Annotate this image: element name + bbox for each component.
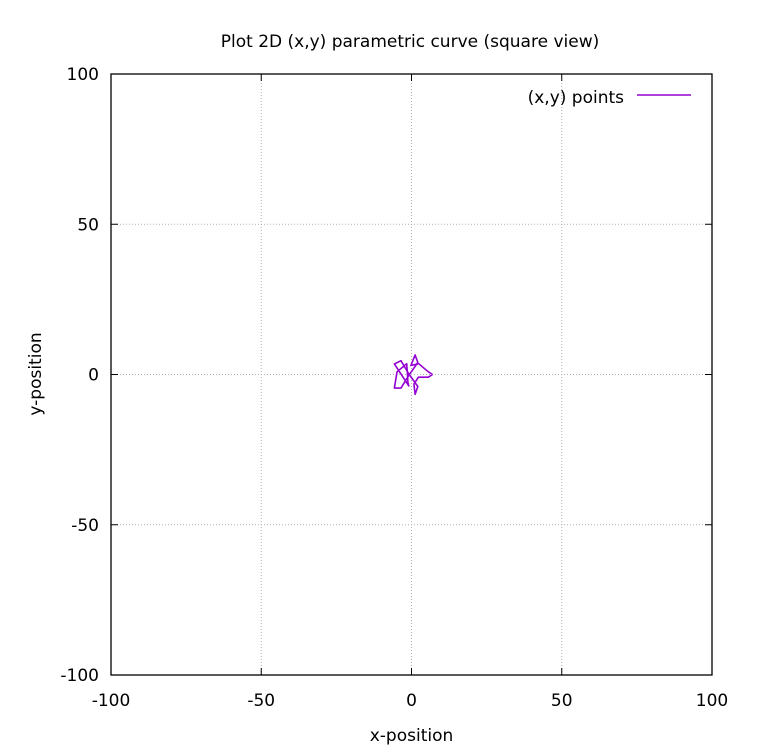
grid-lines (111, 74, 712, 675)
series-line (393, 354, 433, 396)
x-tick-label: 100 (696, 691, 728, 711)
y-axis-label: y-position (26, 332, 46, 415)
y-tick-label: 50 (77, 215, 99, 235)
y-tick-label: 100 (67, 65, 99, 85)
plot-border (110, 73, 713, 676)
y-tick-label: 0 (88, 366, 99, 386)
chart-title: Plot 2D (x,y) parametric curve (square v… (221, 32, 599, 52)
tick-labels: -100 -50 0 50 100 -100 -50 0 50 100 (60, 65, 728, 711)
legend-label: (x,y) points (528, 88, 625, 108)
y-tick-label: -100 (60, 666, 99, 686)
x-tick-label: -100 (92, 691, 131, 711)
x-tick-label: 50 (551, 691, 573, 711)
x-tick-label: 0 (406, 691, 417, 711)
y-tick-label: -50 (71, 516, 99, 536)
x-tick-label: -50 (247, 691, 275, 711)
x-axis-label: x-position (370, 726, 454, 746)
plot-series (393, 354, 433, 396)
legend: (x,y) points (528, 88, 691, 108)
